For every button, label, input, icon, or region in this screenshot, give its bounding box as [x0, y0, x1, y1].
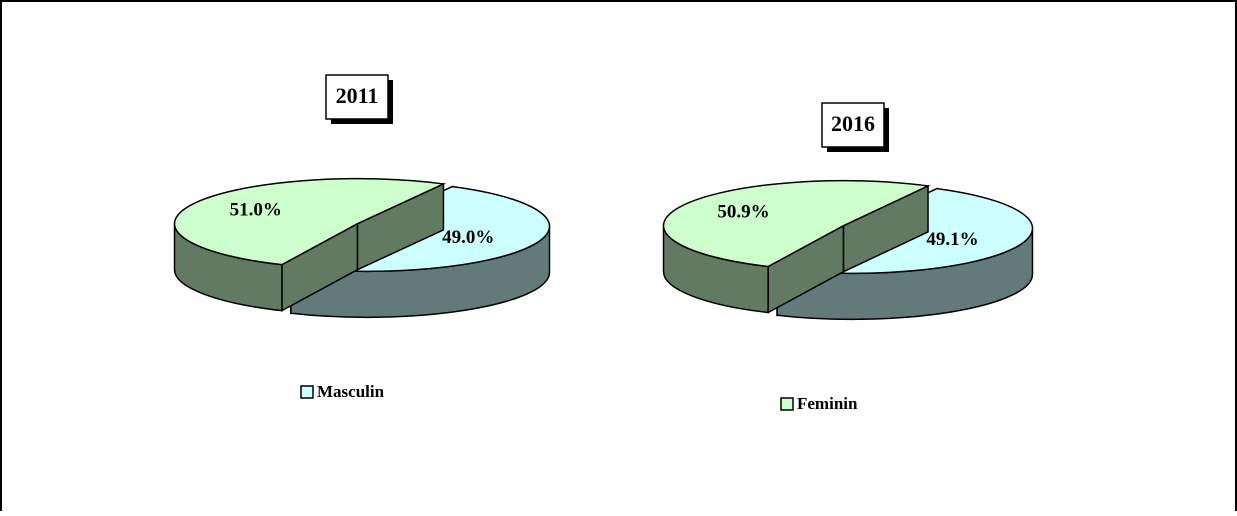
chart-title-box: 2011: [325, 74, 393, 124]
value-label: 51.0%: [230, 200, 282, 221]
legend-label: Masculin: [317, 382, 385, 401]
legend-item: Feminin: [780, 394, 858, 413]
legend-swatch: [300, 385, 314, 399]
title-box: [821, 102, 885, 148]
legend-swatch: [780, 397, 794, 411]
legend-label: Feminin: [797, 394, 858, 413]
value-label: 50.9%: [717, 202, 769, 223]
value-label: 49.1%: [926, 229, 978, 250]
pie-slice: 50.9%: [662, 179, 931, 314]
value-label: 49.0%: [442, 227, 494, 248]
slice-top: [173, 177, 447, 266]
chart-title: 2016: [831, 111, 875, 136]
chart-title-box: 2016: [821, 102, 889, 152]
slice-top: [662, 179, 931, 268]
legend-item: Masculin: [300, 382, 385, 401]
pie-slice: 51.0%: [173, 177, 447, 312]
chart-title: 2011: [336, 83, 379, 108]
title-box: [325, 74, 389, 120]
